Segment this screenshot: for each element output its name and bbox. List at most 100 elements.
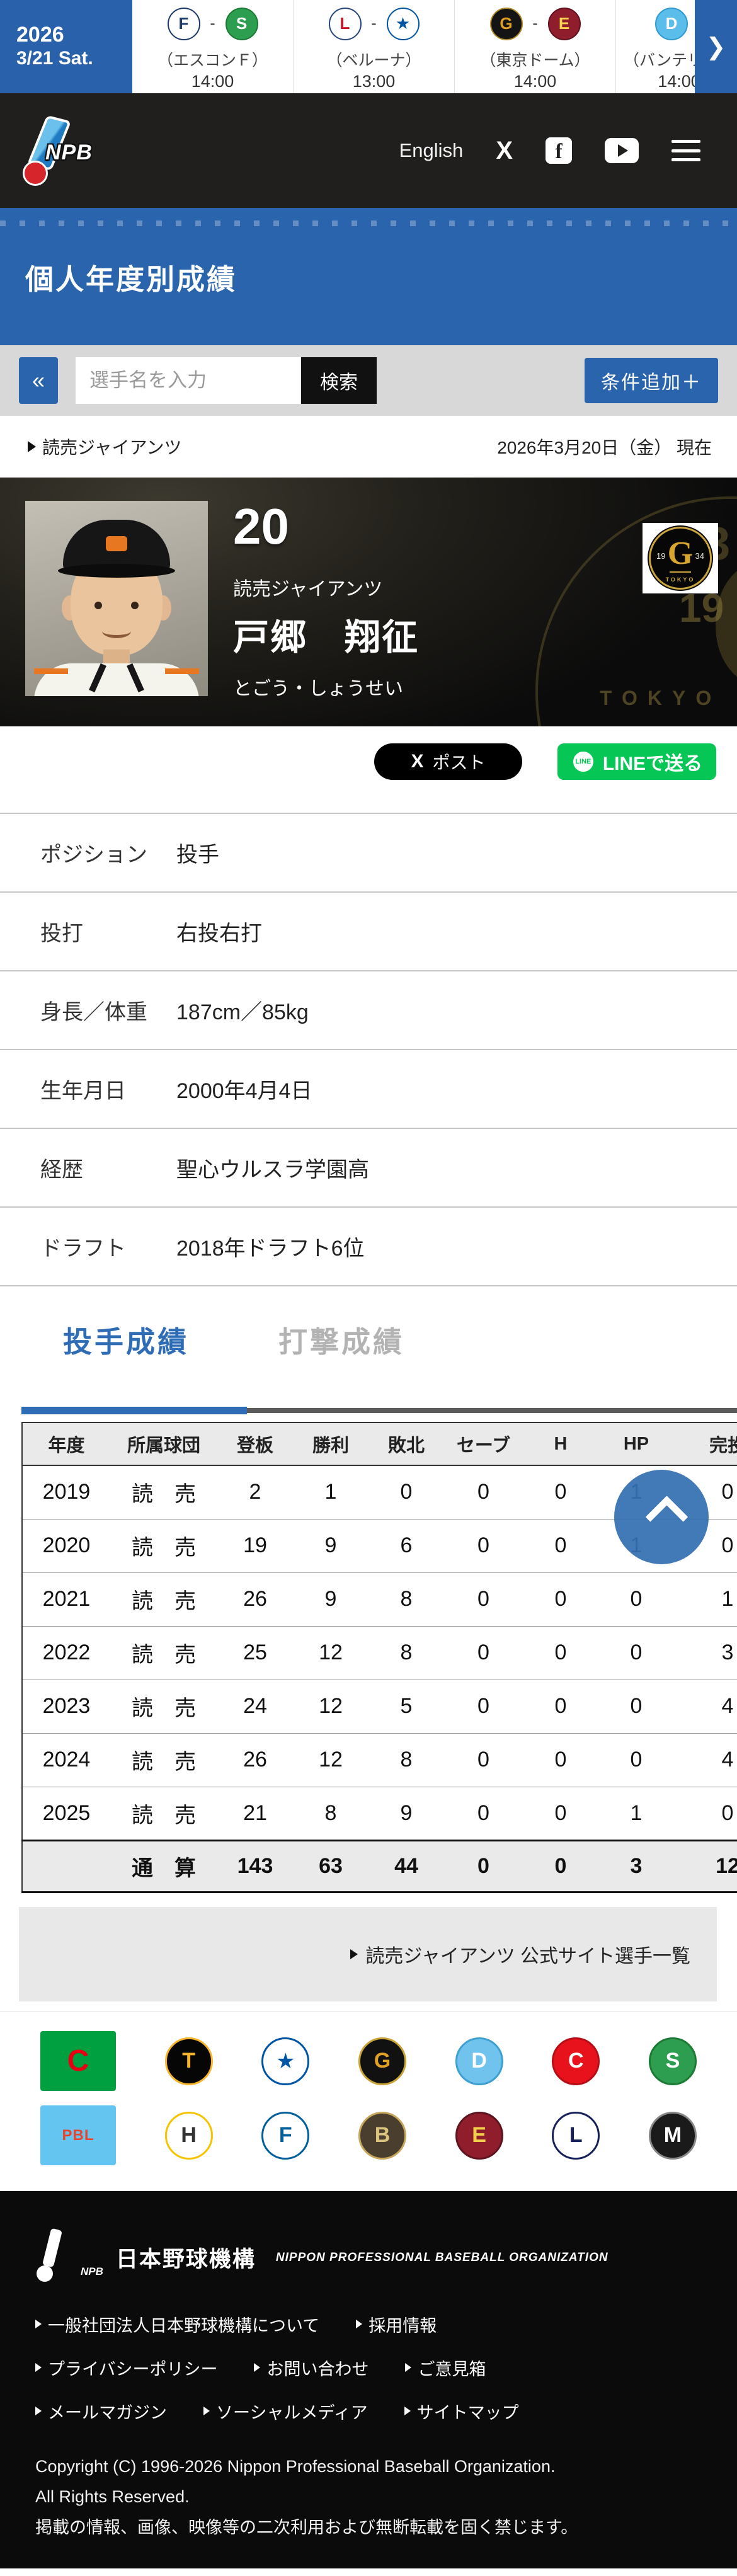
eagles-logo-icon[interactable]: E [455, 2111, 503, 2160]
dragons-logo-icon[interactable]: D [455, 2037, 503, 2085]
pacific-league-logo-icon[interactable]: PBL [40, 2105, 116, 2165]
stats-row-career-total: 通 算 143 63 44 0 0 3 12 [22, 1839, 737, 1893]
profile-row-birthdate: 生年月日 2000年4月4日 [0, 1050, 737, 1129]
game-time: 14:00 [658, 71, 700, 91]
player-profile-list: ポジション 投手 投打 右投右打 身長／体重 187cm／85kg 生年月日 2… [0, 813, 737, 1286]
facebook-icon[interactable]: f [546, 137, 572, 164]
eagles-logo-icon: E [547, 7, 581, 40]
player-search-bar: « 検索 条件追加＋ [0, 345, 737, 416]
arrow-right-icon [404, 2407, 411, 2415]
footer-link-contact[interactable]: お問い合わせ [254, 2356, 368, 2380]
tab-underline [21, 1407, 737, 1414]
team-link[interactable]: 読売ジャイアンツ [28, 434, 181, 459]
swallows-logo-icon[interactable]: S [648, 2037, 697, 2085]
fighters-logo-icon[interactable]: F [261, 2111, 310, 2160]
arrow-right-icon [35, 2320, 42, 2328]
scoreboard-next-button[interactable]: ❯ [695, 0, 737, 93]
buffaloes-logo-icon[interactable]: B [358, 2111, 406, 2160]
official-roster-link[interactable]: 読売ジャイアンツ 公式サイト選手一覧 [19, 1906, 717, 2001]
baystars-logo-icon[interactable]: ★ [261, 2037, 310, 2085]
emblem-year-right: 34 [695, 551, 704, 561]
lions-logo-icon[interactable]: L [552, 2111, 600, 2160]
pacific-league-row: PBL H F B E L M [40, 2105, 697, 2166]
fighters-logo-icon: F [167, 7, 200, 40]
versus-dash: - [532, 14, 538, 32]
game-time: 13:00 [352, 71, 396, 91]
banner-dot-pattern [0, 220, 737, 226]
marines-logo-icon[interactable]: M [648, 2111, 697, 2160]
player-name: 戸郷 翔征 [233, 617, 419, 658]
footer-link-sitemap[interactable]: サイトマップ [404, 2399, 519, 2424]
footer-link-socialmedia[interactable]: ソーシャルメディア [203, 2399, 368, 2424]
site-footer: NPB 日本野球機構 NIPPON PROFESSIONAL BASEBALL … [0, 2190, 737, 2568]
swallows-logo-icon: S [225, 7, 258, 40]
active-tab-indicator [21, 1407, 247, 1414]
youtube-icon[interactable] [605, 138, 639, 163]
lions-logo-icon: L [328, 7, 362, 40]
add-condition-button[interactable]: 条件追加＋ [585, 358, 718, 403]
hawks-logo-icon[interactable]: H [164, 2111, 213, 2160]
npb-logo[interactable]: NPB [19, 113, 126, 188]
footer-link-mailmagazine[interactable]: メールマガジン [35, 2399, 167, 2424]
tab-pitching-stats[interactable]: 投手成績 [63, 1325, 189, 1358]
npb-footer-logo[interactable]: NPB 日本野球機構 NIPPON PROFESSIONAL BASEBALL … [35, 2228, 712, 2288]
line-share-label: LINEで送る [602, 753, 703, 774]
profile-row-throws-bats: 投打 右投右打 [0, 893, 737, 971]
footer-link-recruit[interactable]: 採用情報 [356, 2312, 437, 2337]
carp-logo-icon[interactable]: C [552, 2037, 600, 2085]
player-team: 読売ジャイアンツ [233, 579, 383, 600]
search-button[interactable]: 検索 [301, 357, 377, 404]
profile-row-draft: ドラフト 2018年ドラフト6位 [0, 1208, 737, 1286]
central-league-logo-icon[interactable]: C [40, 2031, 116, 2091]
npb-logo-text: NPB [45, 140, 93, 164]
x-social-icon[interactable]: X [496, 136, 513, 164]
chevron-right-icon: ❯ [706, 33, 726, 60]
back-button[interactable]: « [19, 357, 58, 404]
player-name-kana: とごう・しょうせい [233, 678, 403, 699]
giants-logo-icon[interactable]: G [358, 2037, 406, 2085]
player-search-input[interactable] [76, 357, 301, 404]
x-post-button[interactable]: X ポスト [374, 743, 522, 780]
arrow-right-icon [35, 2407, 42, 2415]
scoreboard-bar: 2026 3/21 Sat. F - S （エスコンＦ） 14:00 L - ★… [0, 0, 737, 93]
arrow-right-icon [203, 2407, 210, 2415]
footer-link-feedback[interactable]: ご意見箱 [405, 2356, 486, 2380]
game-card[interactable]: L - ★ （ベルーナ） 13:00 [294, 0, 455, 93]
player-photo [25, 501, 208, 696]
game-time: 14:00 [513, 71, 557, 91]
game-venue: （ベルーナ） [326, 51, 421, 69]
arrow-right-icon [28, 441, 36, 452]
chevron-up-icon [645, 1496, 688, 1538]
line-share-button[interactable]: LINE LINEで送る [557, 743, 716, 780]
menu-icon[interactable] [671, 140, 700, 161]
profile-row-height-weight: 身長／体重 187cm／85kg [0, 971, 737, 1050]
player-number: 20 [233, 498, 289, 554]
npb-logo-text: NPB [81, 2265, 103, 2277]
arrow-right-icon [356, 2320, 363, 2328]
footer-link-about[interactable]: 一般社団法人日本野球機構について [35, 2312, 319, 2337]
stats-header-row: 年度 所属球団 登板 勝利 敗北 セーブ H HP 完投 [22, 1423, 737, 1466]
language-link[interactable]: English [399, 139, 464, 161]
tigers-logo-icon[interactable]: T [164, 2037, 213, 2085]
profile-row-career: 経歴 聖心ウルスラ学園高 [0, 1129, 737, 1208]
back-to-top-button[interactable] [614, 1470, 709, 1564]
game-card[interactable]: F - S （エスコンＦ） 14:00 [132, 0, 294, 93]
team-date-row: 読売ジャイアンツ 2026年3月20日（金） 現在 [0, 416, 737, 478]
player-card: G 19 3 TOKYO 20 読売ジャイアンツ 戸郷 翔征 とごう・しょうせい… [0, 478, 737, 726]
arrow-right-icon [35, 2363, 42, 2372]
official-roster-link-label: 読売ジャイアンツ 公式サイト選手一覧 [365, 1945, 690, 1967]
footer-link-privacy[interactable]: プライバシーポリシー [35, 2356, 217, 2380]
scoreboard-date: 2026 3/21 Sat. [0, 0, 132, 93]
share-row: X ポスト LINE LINEで送る [0, 726, 737, 813]
tab-batting-stats[interactable]: 打撃成績 [278, 1325, 404, 1358]
stats-tabbar: 投手成績 打撃成績 [0, 1286, 737, 1414]
versus-dash: - [371, 14, 377, 32]
game-card[interactable]: G - E （東京ドーム） 14:00 [455, 0, 616, 93]
arrow-right-icon [350, 1949, 358, 1959]
x-post-label: ポスト [432, 753, 486, 772]
